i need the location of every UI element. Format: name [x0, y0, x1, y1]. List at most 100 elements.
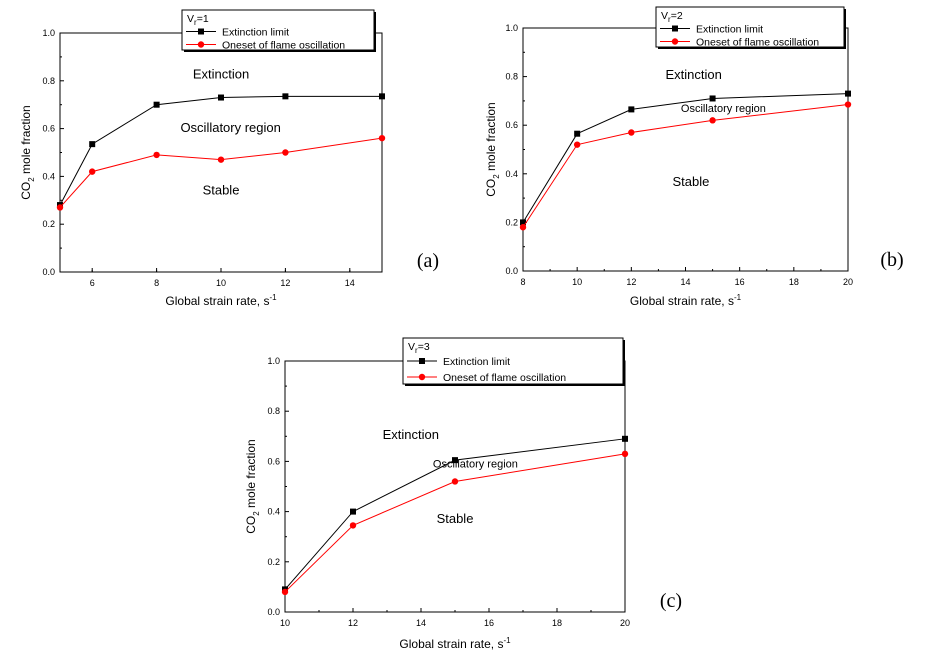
- data-point-square: [574, 130, 581, 137]
- x-axis-label: Global strain rate, s-1: [165, 293, 277, 308]
- series-line-oscillation: [284, 453, 626, 593]
- data-point-circle: [709, 117, 716, 124]
- data-point-circle: [628, 129, 635, 136]
- legend-box: [402, 337, 624, 385]
- chart-panel-1: 0.0 0.2 0.4 0.6 0.8 1.0 6 8 10 12 14 Global strain …: [19, 9, 439, 308]
- region-annotation: Extinction: [383, 427, 439, 442]
- region-annotation: Extinction: [665, 67, 721, 82]
- y-tick-label: 0.4: [42, 171, 55, 181]
- x-tick-label: 8: [520, 277, 525, 287]
- x-tick-label: 10: [216, 278, 226, 288]
- region-annotation: Extinction: [193, 66, 249, 81]
- series-line-extinction: [284, 438, 626, 590]
- x-tick-label: 14: [345, 278, 355, 288]
- x-tick-label: 12: [280, 278, 290, 288]
- series-line-oscillation: [59, 137, 383, 208]
- data-point-circle: [844, 101, 852, 108]
- x-tick-label: 10: [280, 618, 290, 628]
- y-tick-label: 0.6: [505, 120, 518, 130]
- data-point-square: [282, 93, 289, 100]
- legend-box: [181, 9, 375, 51]
- region-annotation: Stable: [672, 174, 709, 189]
- y-tick-label: 0.6: [42, 124, 55, 134]
- y-axis-label: CO2 mole fraction: [19, 105, 36, 199]
- y-tick-label: 0.8: [505, 72, 518, 82]
- data-point-circle: [56, 204, 64, 211]
- data-point-circle: [153, 151, 160, 159]
- y-tick-label: 0.4: [267, 507, 280, 517]
- x-tick-label: 14: [680, 277, 690, 287]
- y-tick-label: 0.0: [267, 607, 280, 617]
- series-line-extinction: [59, 95, 382, 206]
- legend-marker-circle: [671, 38, 679, 45]
- x-tick-label: 20: [620, 618, 630, 628]
- x-tick-label: 20: [843, 277, 853, 287]
- chart-panel-3: 0.0 0.2 0.4 0.6 0.8 1.0 10 12 14 16 18 20 Global str…: [244, 337, 682, 651]
- data-point-circle: [282, 149, 289, 156]
- legend-marker-square: [419, 358, 425, 364]
- x-tick-label: 18: [552, 618, 562, 628]
- data-point-circle: [349, 522, 357, 529]
- data-point-circle: [621, 450, 629, 458]
- y-axis-label: CO2 mole fraction: [244, 439, 261, 533]
- panel-label: (c): [660, 590, 682, 612]
- legend-box: [655, 6, 845, 48]
- data-point-square: [350, 508, 356, 515]
- legend-title: Vr=2: [661, 10, 683, 24]
- legend-entry: Extinction limit: [696, 24, 763, 36]
- data-point-circle: [378, 134, 386, 142]
- legend: Vr=3 Extinction limit Oneset of flame osci…: [402, 337, 625, 386]
- y-tick-label: 0.8: [267, 406, 280, 416]
- x-tick-label: 8: [154, 278, 159, 288]
- data-point-square: [628, 106, 635, 113]
- y-tick-label: 1.0: [42, 28, 55, 38]
- x-axis-label: Global strain rate, s-1: [630, 293, 742, 308]
- x-tick-label: 16: [735, 277, 745, 287]
- data-point-circle: [281, 588, 289, 596]
- y-tick-label: 0.2: [267, 557, 280, 567]
- data-point-square: [89, 141, 96, 148]
- region-annotation: Stable: [203, 182, 240, 197]
- panel-label: (a): [417, 250, 439, 272]
- data-point-square: [379, 93, 385, 100]
- y-tick-label: 0.0: [42, 267, 55, 277]
- y-tick-label: 1.0: [267, 356, 280, 366]
- data-point-circle: [573, 141, 581, 148]
- series-line-oscillation: [522, 104, 849, 228]
- data-point-square: [218, 94, 224, 101]
- x-tick-label: 18: [789, 277, 799, 287]
- x-tick-label: 12: [626, 277, 636, 287]
- x-tick-label: 12: [348, 618, 358, 628]
- x-tick-label: 16: [484, 618, 494, 628]
- y-tick-label: 0.8: [42, 76, 55, 86]
- y-tick-label: 0.2: [42, 219, 55, 229]
- legend-entry: Extinction limit: [443, 356, 510, 368]
- y-tick-label: 0.2: [505, 217, 518, 227]
- y-tick-label: 0.0: [505, 266, 518, 276]
- y-axis-label: CO2 mole fraction: [484, 102, 501, 196]
- data-point-circle: [89, 168, 96, 175]
- panel-label: (b): [880, 249, 903, 271]
- x-tick-label: 6: [90, 278, 95, 288]
- legend-entry: Oneset of flame oscillation: [696, 37, 819, 49]
- region-annotation: Oscillatory region: [180, 120, 280, 135]
- data-point-square: [845, 90, 851, 97]
- legend-marker-circle: [197, 41, 205, 48]
- plot-frame: [522, 27, 849, 272]
- y-tick-label: 1.0: [505, 23, 518, 33]
- legend-entry: Extinction limit: [222, 27, 289, 39]
- region-annotation: Oscillatory region: [681, 103, 766, 115]
- data-point-square: [622, 435, 628, 442]
- data-point-circle: [217, 156, 225, 163]
- plot-frame: [284, 360, 626, 613]
- x-tick-label: 14: [416, 618, 426, 628]
- data-point-square: [709, 95, 716, 102]
- legend-entry: Oneset of flame oscillation: [222, 40, 345, 52]
- x-tick-label: 10: [572, 277, 582, 287]
- data-point-circle: [451, 478, 459, 485]
- legend-title: Vr=3: [408, 341, 430, 355]
- legend-marker-square: [198, 28, 204, 35]
